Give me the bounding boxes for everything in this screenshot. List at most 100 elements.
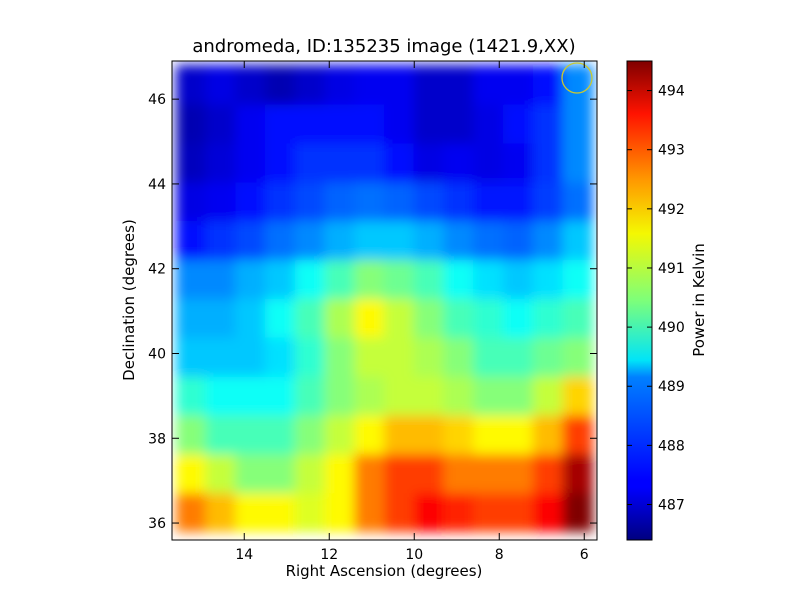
heatmap-cell [205, 142, 237, 183]
heatmap-cell [443, 181, 475, 222]
heatmap-cell [532, 414, 564, 455]
heatmap-cell [503, 259, 534, 299]
heatmap-cell [384, 259, 415, 299]
heatmap-cell [562, 220, 594, 261]
heatmap-cell [265, 142, 296, 183]
heatmap-cell [384, 142, 415, 183]
y-tick-label: 38 [148, 431, 166, 447]
heatmap-cell [473, 453, 504, 494]
x-tick-label: 8 [495, 547, 504, 563]
y-tick-label: 46 [148, 92, 166, 108]
heatmap-cell [294, 142, 326, 183]
heatmap-cell [443, 297, 475, 338]
heatmap-cell [443, 220, 475, 261]
heatmap-cell [265, 492, 296, 533]
heatmap-cell [265, 181, 296, 222]
heatmap-cell [473, 375, 504, 416]
heatmap-cell [443, 64, 475, 105]
heatmap-cell [503, 492, 534, 533]
heatmap-cell [384, 297, 415, 338]
heatmap-cell [562, 414, 594, 455]
heatmap-cell [413, 297, 445, 338]
y-axis-ticks: 36 38 40 42 44 46 [148, 92, 597, 532]
y-axis-label: Declination (degrees) [120, 219, 138, 381]
heatmap-cell [503, 336, 534, 377]
heatmap-cell [235, 103, 266, 144]
heatmap-cell [175, 297, 207, 338]
heatmap-cell [413, 142, 445, 183]
heatmap-cell [354, 336, 385, 377]
heatmap-cell [473, 414, 504, 455]
heatmap-cell [175, 181, 207, 222]
heatmap-cell [354, 181, 385, 222]
heatmap-cell [294, 64, 326, 105]
heatmap-cell [354, 220, 385, 261]
heatmap-cell [443, 492, 475, 533]
heatmap-cell [503, 142, 534, 183]
heatmap-cell [384, 103, 415, 144]
heatmap-cell [413, 492, 445, 533]
heatmap-cell [354, 103, 385, 144]
heatmap-cell [235, 142, 266, 183]
heatmap-cell [175, 375, 207, 416]
heatmap-cell [205, 375, 237, 416]
heatmap-cell [324, 142, 356, 183]
heatmap-cell [205, 181, 237, 222]
heatmap-cell [562, 64, 594, 105]
heatmap-cell [265, 453, 296, 494]
heatmap-cell [235, 453, 266, 494]
x-tick-label: 6 [580, 547, 589, 563]
colorbar-tick-label: 491 [658, 261, 685, 277]
heatmap-cell [503, 297, 534, 338]
heatmap-cell [413, 336, 445, 377]
heatmap-cell [443, 414, 475, 455]
heatmap-cell [562, 492, 594, 533]
beam-marker-circle [561, 62, 593, 94]
heatmap-cell [294, 259, 326, 299]
heatmap-cell [294, 492, 326, 533]
heatmap-cell [443, 336, 475, 377]
heatmap-cell [324, 336, 356, 377]
heatmap-cell [443, 453, 475, 494]
heatmap-cell [384, 336, 415, 377]
colorbar-tick-label: 487 [658, 498, 685, 514]
heatmap-cell [354, 259, 385, 299]
heatmap-cell [205, 414, 237, 455]
heatmap-cell [354, 297, 385, 338]
heatmap-cell [354, 492, 385, 533]
heatmap-cell [532, 453, 564, 494]
heatmap-cell [324, 64, 356, 105]
heatmap-cell [532, 181, 564, 222]
heatmap-cell [235, 492, 266, 533]
heatmap-cell [205, 64, 237, 105]
y-tick-label: 36 [148, 516, 166, 532]
heatmap-cell [532, 375, 564, 416]
y-tick-label: 42 [148, 262, 166, 278]
colorbar-label: Power in Kelvin [690, 243, 708, 357]
heatmap-cell [235, 414, 266, 455]
heatmap-cell [384, 375, 415, 416]
heatmap-cell [175, 414, 207, 455]
heatmap-cell [413, 375, 445, 416]
colorbar-tick-label: 488 [658, 438, 685, 454]
heatmap-cell [294, 297, 326, 338]
heatmap-image [175, 64, 594, 533]
heatmap-cell [384, 181, 415, 222]
heatmap-cell [532, 64, 564, 105]
colorbar-tick-label: 494 [658, 84, 685, 100]
heatmap-cell [532, 297, 564, 338]
heatmap-cell [413, 414, 445, 455]
heatmap-cell [503, 220, 534, 261]
heatmap-cell [324, 297, 356, 338]
heatmap-cell [503, 375, 534, 416]
heatmap-cell [413, 220, 445, 261]
heatmap-cell [175, 103, 207, 144]
heatmap-cell [175, 453, 207, 494]
heatmap-cell [473, 181, 504, 222]
heatmap-cell [175, 336, 207, 377]
heatmap-cell [205, 297, 237, 338]
heatmap-cell [324, 103, 356, 144]
heatmap-cell [562, 336, 594, 377]
heatmap-cell [562, 297, 594, 338]
